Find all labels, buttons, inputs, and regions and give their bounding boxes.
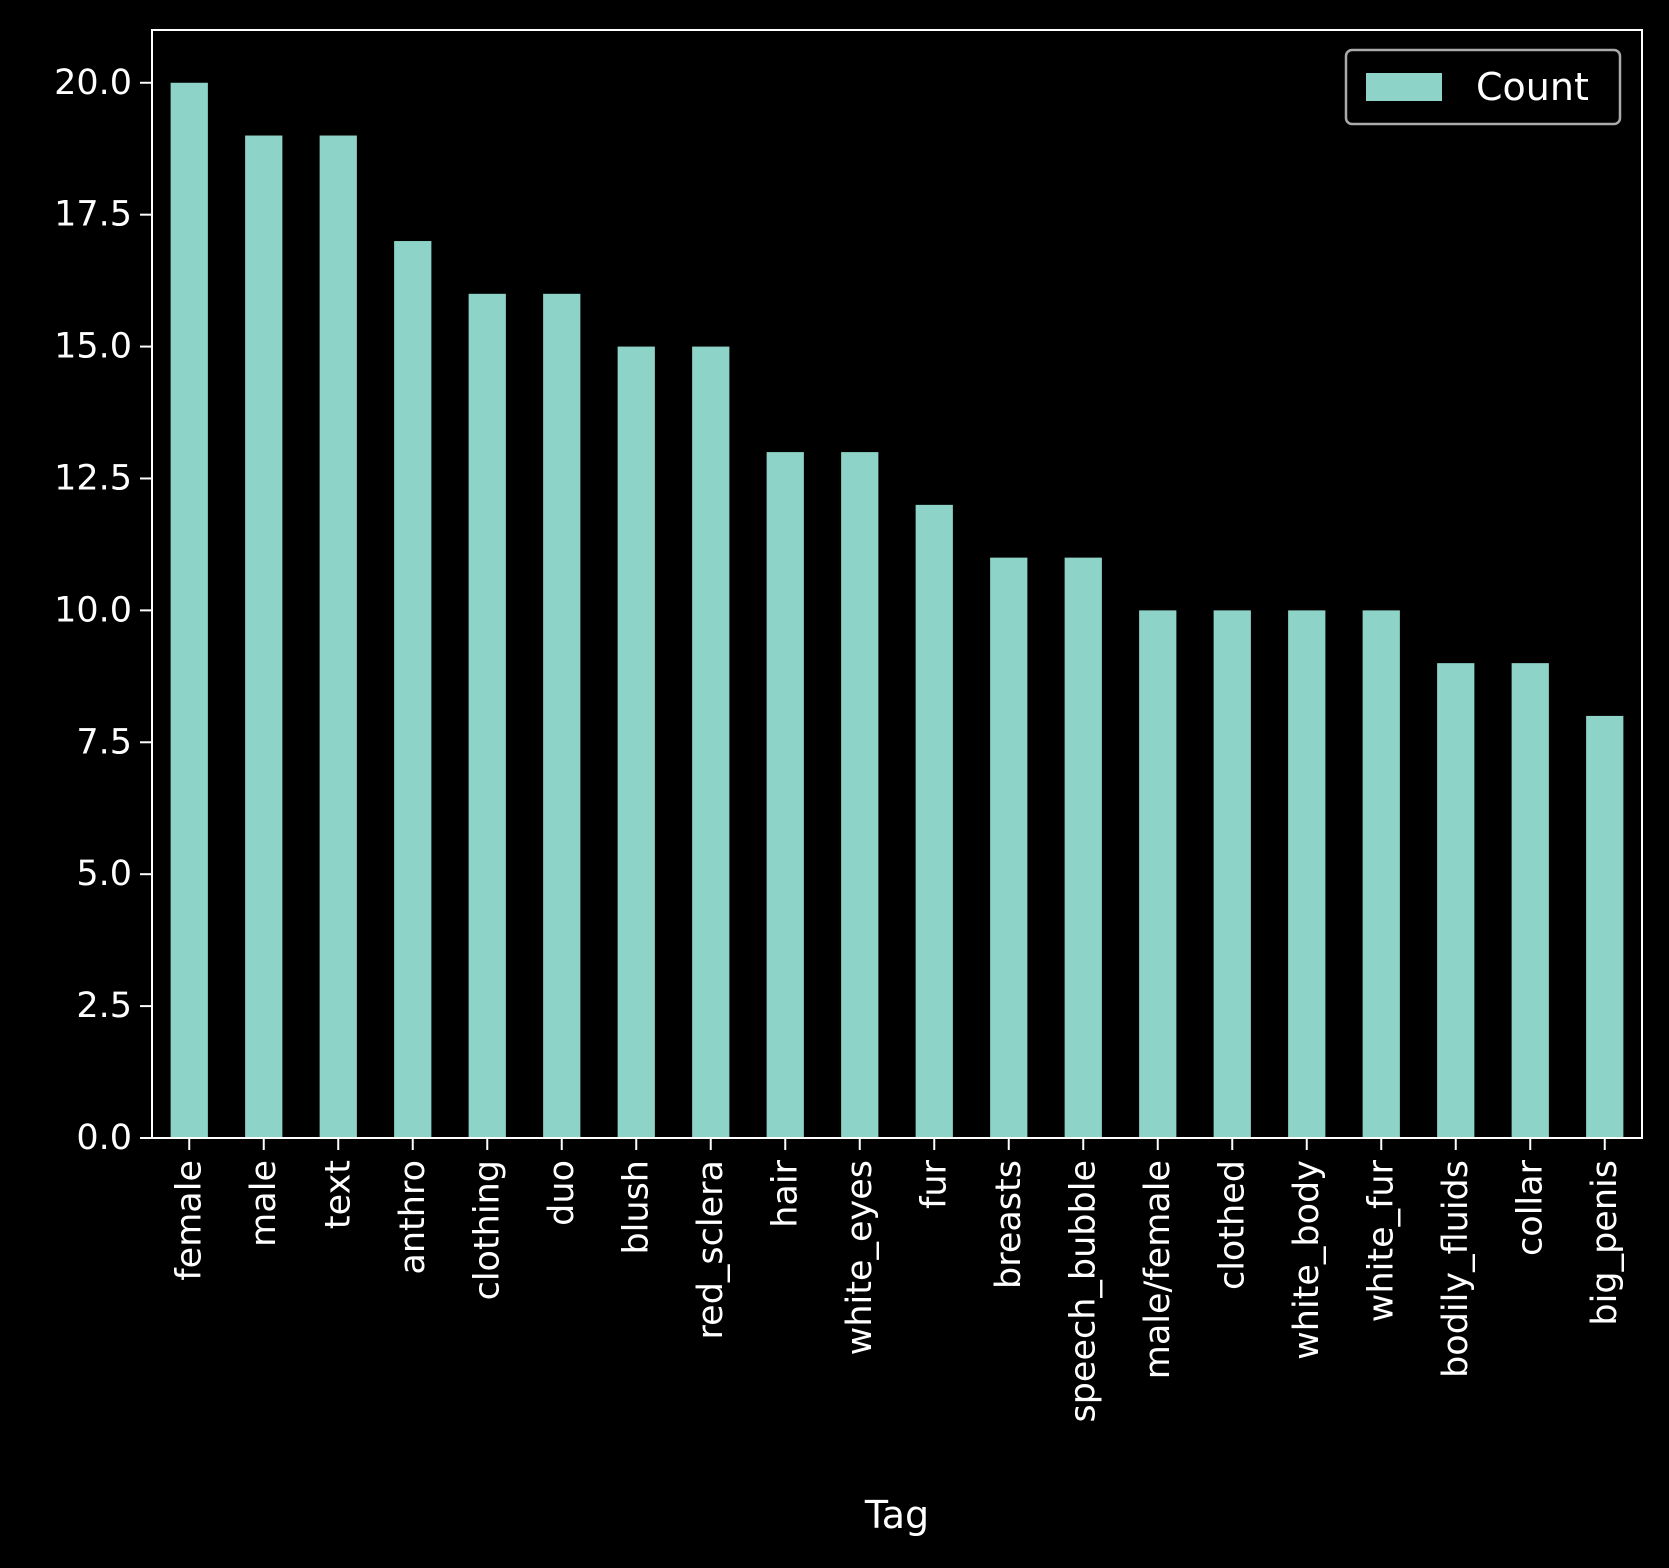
x-tick-label-blush: blush [616,1160,656,1255]
x-tick-label-bodily_fluids: bodily_fluids [1436,1160,1476,1378]
bar-collar [1511,663,1549,1138]
y-axis-ticks: 0.0 2.5 5.0 7.5 10.0 12.5 15.0 17.5 20.0 [54,63,152,1158]
x-tick-label-breasts: breasts [989,1160,1029,1289]
bar-female [170,82,208,1138]
bar-blush [617,346,655,1139]
bar-white_body [1288,610,1326,1138]
x-tick-label-white_body: white_body [1287,1160,1327,1360]
bar-male/female [1139,610,1177,1138]
bars-group [170,82,1624,1139]
x-axis-label: Tag [864,1493,929,1537]
x-tick-label-fur: fur [914,1159,954,1209]
legend-label-count: Count [1476,65,1589,109]
y-tick-label: 20.0 [54,63,132,103]
x-tick-label-white_fur: white_fur [1361,1159,1401,1322]
legend-swatch [1366,73,1442,101]
x-tick-label-female: female [169,1160,209,1281]
x-tick-label-red_sclera: red_sclera [691,1160,731,1339]
bar-white_fur [1362,610,1400,1138]
bar-clothed [1213,610,1251,1138]
bar-bodily_fluids [1437,663,1475,1138]
x-tick-label-anthro: anthro [393,1160,433,1275]
x-tick-label-text: text [318,1160,358,1229]
x-tick-label-white_eyes: white_eyes [840,1160,880,1355]
x-axis-ticks: female male text anthro clothing duo blush red_… [169,1138,1625,1423]
bar-clothing [468,293,506,1138]
legend-box [1344,48,1622,126]
x-tick-label-speech_bubble: speech_bubble [1063,1160,1103,1423]
bar-big_penis [1586,715,1624,1138]
y-tick-label: 15.0 [54,327,132,367]
bar-white_eyes [841,452,879,1139]
bar-red_sclera [692,346,730,1139]
bar-anthro [394,241,432,1139]
bar-duo [543,293,581,1138]
legend: Count [1344,48,1622,126]
y-tick-label: 0.0 [76,1118,132,1158]
x-tick-label-clothed: clothed [1212,1160,1252,1290]
x-tick-label-big_penis: big_penis [1585,1160,1625,1326]
y-tick-label: 5.0 [76,854,132,894]
x-tick-label-hair: hair [765,1159,805,1227]
y-tick-label: 12.5 [54,458,132,498]
plot-frame [151,29,1643,1139]
bar-breasts [990,557,1028,1138]
y-tick-label: 7.5 [76,722,132,762]
y-tick-label: 10.0 [54,590,132,630]
x-tick-label-collar: collar [1510,1159,1550,1256]
bar-speech_bubble [1064,557,1102,1138]
bar-text [319,135,357,1138]
x-tick-label-clothing: clothing [467,1160,507,1300]
x-tick-label-male/female: male/female [1138,1160,1178,1379]
y-tick-label: 17.5 [54,195,132,235]
bar-hair [766,452,804,1139]
x-tick-label-male: male [244,1160,284,1247]
y-tick-label: 2.5 [76,986,132,1026]
bar-fur [915,504,953,1138]
bar-male [245,135,283,1138]
x-tick-label-duo: duo [542,1160,582,1226]
